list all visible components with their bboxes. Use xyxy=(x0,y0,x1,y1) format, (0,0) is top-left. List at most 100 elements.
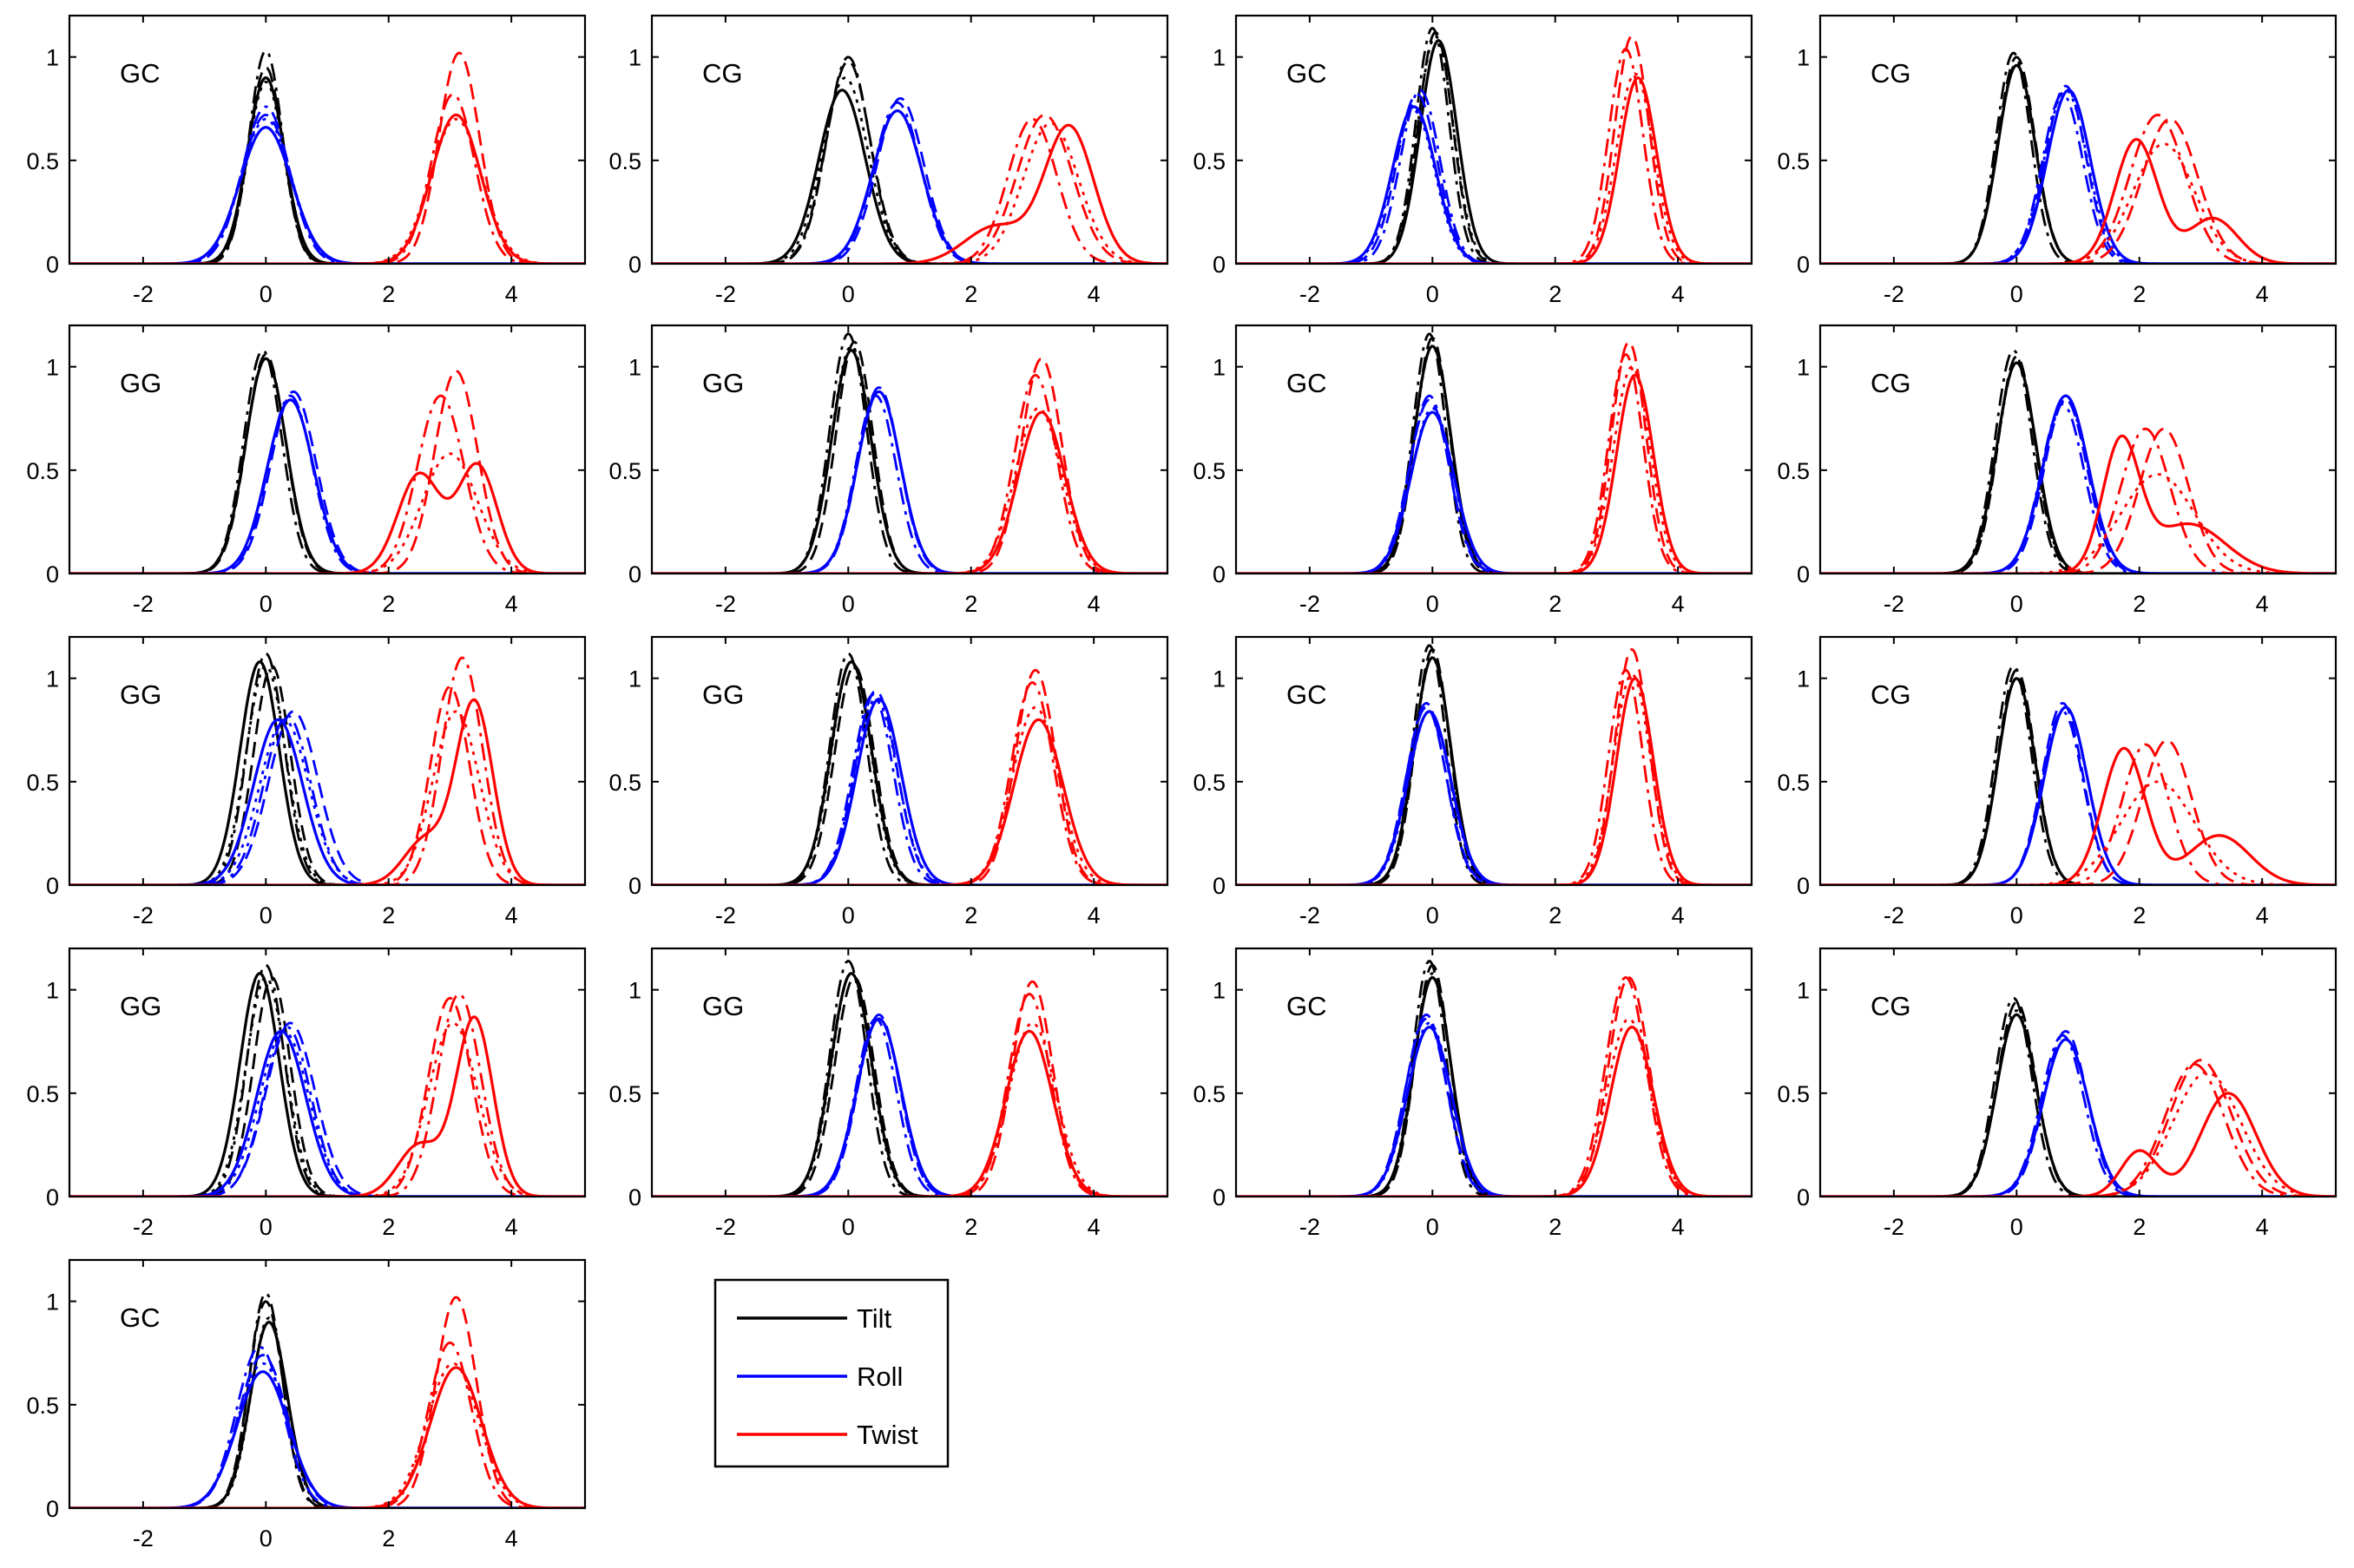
series-twist-solid-line xyxy=(1236,1026,1752,1197)
y-tick-label: 1 xyxy=(628,355,641,381)
series-roll-dashdot-line xyxy=(1820,1033,2336,1197)
series-twist-solid-line xyxy=(69,1015,585,1197)
panel-axes-box xyxy=(1234,324,1753,575)
series-tilt-solid-line xyxy=(1236,39,1752,264)
series-twist-dashdot-line xyxy=(1236,353,1752,574)
x-tick-label: 4 xyxy=(2256,902,2269,928)
x-tick-label: 2 xyxy=(1549,902,1562,928)
y-tick-label: 0.5 xyxy=(1193,148,1226,174)
y-tick-label: 0.5 xyxy=(1193,770,1226,796)
y-tick-label: 0 xyxy=(628,561,641,587)
x-tick-label: -2 xyxy=(133,1525,154,1552)
y-tick-label: 0 xyxy=(1797,873,1810,899)
series-twist-dashdot-line xyxy=(69,1342,585,1508)
series-twist-dotted-line xyxy=(1820,142,2336,264)
panel-9: -2 0 2 4 0 0.5 1 GG xyxy=(26,635,587,928)
panel-label: CG xyxy=(1871,368,1911,398)
y-tick-label: 0 xyxy=(628,873,641,899)
series-roll-dashed-line xyxy=(1820,84,2336,264)
panel-label: GC xyxy=(1286,991,1327,1021)
panel-axes-box xyxy=(1818,324,2338,575)
panel-axes-box xyxy=(1234,14,1753,266)
panel-label: GG xyxy=(702,991,744,1021)
y-tick-label: 0 xyxy=(46,1496,59,1522)
panel-1: -2 0 2 4 0 0.5 1 GC xyxy=(26,14,587,307)
series-roll-dashed-line xyxy=(69,390,585,574)
panel-label: GG xyxy=(120,991,161,1021)
x-tick-label: 0 xyxy=(1426,902,1439,928)
x-tick-label: 0 xyxy=(260,902,273,928)
series-roll-dashdot-line xyxy=(652,394,1167,574)
panel-6: -2 0 2 4 0 0.5 1 GG xyxy=(608,324,1169,617)
x-tick-label: -2 xyxy=(133,1214,154,1240)
panel-label: GG xyxy=(120,368,161,398)
x-tick-label: 4 xyxy=(2256,591,2269,617)
series-roll-solid-line xyxy=(69,718,585,885)
x-tick-label: 4 xyxy=(1672,902,1685,928)
y-tick-label: 1 xyxy=(46,666,59,692)
series-twist-solid-line xyxy=(69,698,585,885)
panel-8: -2 0 2 4 0 0.5 1 CG xyxy=(1777,324,2338,617)
y-tick-label: 1 xyxy=(1213,978,1226,1004)
y-tick-label: 1 xyxy=(1797,666,1810,692)
series-roll-solid-line xyxy=(1820,705,2336,885)
x-tick-label: 2 xyxy=(2133,591,2146,617)
panel-curves xyxy=(652,332,1167,574)
y-tick-label: 0.5 xyxy=(26,1081,59,1107)
y-tick-label: 1 xyxy=(628,666,641,692)
y-tick-label: 1 xyxy=(1797,978,1810,1004)
y-tick-label: 1 xyxy=(46,355,59,381)
panel-axes-box xyxy=(650,947,1169,1198)
series-roll-solid-line xyxy=(69,398,585,574)
y-tick-label: 0.5 xyxy=(608,1081,641,1107)
x-tick-label: 4 xyxy=(505,591,518,617)
y-tick-label: 0.5 xyxy=(1193,1081,1226,1107)
series-twist-dashdot-line xyxy=(652,681,1167,885)
panel-3: -2 0 2 4 0 0.5 1 GC xyxy=(1193,14,1753,307)
panel-axes-box xyxy=(1234,635,1753,887)
series-roll-solid-line xyxy=(652,390,1167,574)
y-tick-label: 0 xyxy=(1797,252,1810,278)
x-tick-label: 0 xyxy=(1426,1214,1439,1240)
panel-axes-box xyxy=(68,947,587,1198)
series-twist-dotted-line xyxy=(1820,780,2336,885)
x-tick-label: 4 xyxy=(1672,1214,1685,1240)
panel-label: CG xyxy=(1871,679,1911,710)
x-tick-label: 2 xyxy=(1549,281,1562,307)
series-twist-dashed-line xyxy=(652,668,1167,885)
x-tick-label: 0 xyxy=(2010,1214,2023,1240)
x-tick-label: 4 xyxy=(2256,281,2269,307)
series-roll-solid-line xyxy=(652,109,1167,264)
panel-15: -2 0 2 4 0 0.5 1 GC xyxy=(1193,947,1753,1240)
series-twist-dotted-line xyxy=(652,705,1167,885)
x-tick-label: 4 xyxy=(505,1525,518,1552)
panel-label: GG xyxy=(702,679,744,710)
y-tick-label: 0.5 xyxy=(608,148,641,174)
series-roll-dashdot-line xyxy=(1820,710,2336,885)
panel-11: -2 0 2 4 0 0.5 1 GC xyxy=(1193,635,1753,928)
x-tick-label: -2 xyxy=(715,591,736,617)
series-twist-solid-line xyxy=(69,462,585,574)
y-tick-label: 0.5 xyxy=(26,770,59,796)
y-tick-label: 1 xyxy=(1797,355,1810,381)
series-roll-dashdot-line xyxy=(652,1017,1167,1197)
panel-16: -2 0 2 4 0 0.5 1 CG xyxy=(1777,947,2338,1240)
series-tilt-dashed-line xyxy=(652,665,1167,885)
x-tick-label: 4 xyxy=(505,281,518,307)
x-tick-label: -2 xyxy=(1299,281,1320,307)
x-tick-label: 4 xyxy=(1088,281,1101,307)
series-twist-solid-line xyxy=(1236,373,1752,574)
x-tick-label: 0 xyxy=(260,591,273,617)
y-tick-label: 0 xyxy=(1213,561,1226,587)
y-tick-label: 0.5 xyxy=(1777,148,1810,174)
x-tick-label: -2 xyxy=(1884,1214,1904,1240)
y-tick-label: 0 xyxy=(46,1184,59,1210)
x-tick-label: 2 xyxy=(964,1214,977,1240)
x-tick-label: 4 xyxy=(1088,1214,1101,1240)
x-tick-label: 4 xyxy=(1672,281,1685,307)
panel-curves xyxy=(69,349,585,574)
series-twist-dashdot-line xyxy=(1820,427,2336,574)
series-roll-solid-line xyxy=(652,1017,1167,1197)
series-tilt-solid-line xyxy=(652,349,1167,574)
